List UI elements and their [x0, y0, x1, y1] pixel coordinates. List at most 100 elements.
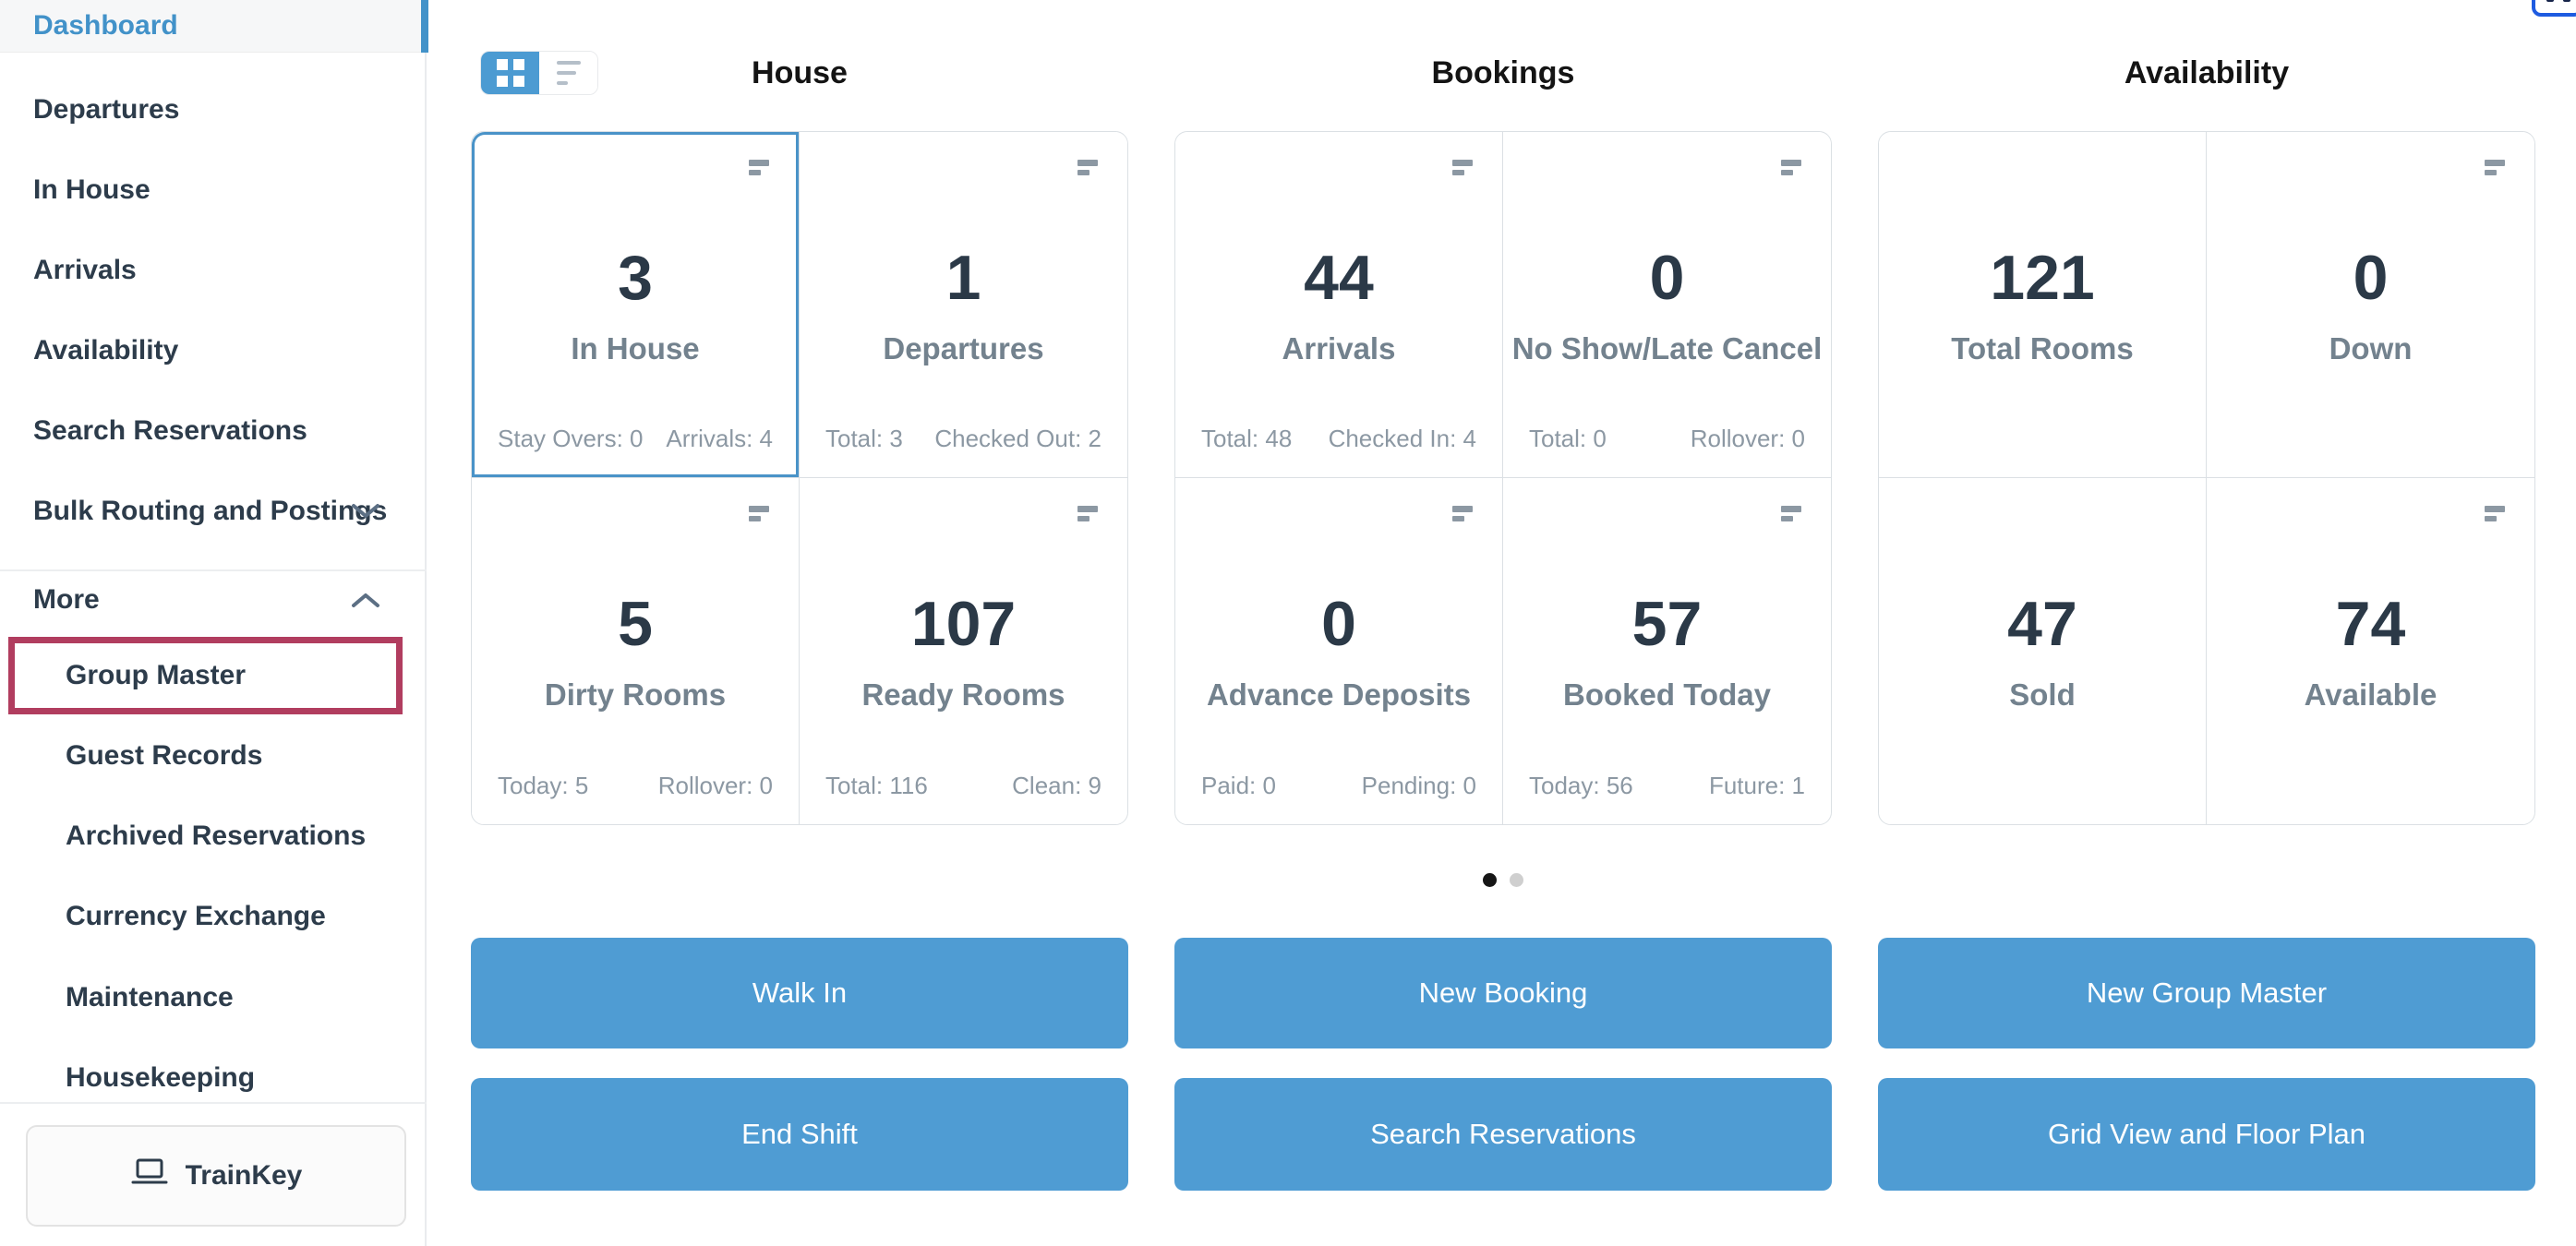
card-menu-icon[interactable]	[1077, 506, 1098, 521]
card-value: 47	[2007, 589, 2077, 659]
card-label: Available	[2304, 677, 2438, 712]
view-toggle	[480, 51, 598, 95]
sidebar-item-label: Guest Records	[66, 739, 263, 771]
walk-in-button[interactable]: Walk In	[471, 938, 1128, 1048]
sidebar-item-in-house[interactable]: In House	[0, 150, 427, 230]
card-menu-icon[interactable]	[1781, 506, 1801, 521]
chevron-up-icon	[351, 592, 380, 608]
sidebar-item-guest-records[interactable]: Guest Records	[0, 715, 427, 796]
card-menu-icon[interactable]	[1077, 160, 1098, 175]
section-title-house: House	[752, 55, 848, 90]
sidebar-item-label: Search Reservations	[33, 414, 307, 446]
chevron-down-icon	[351, 503, 380, 520]
sidebar-item-housekeeping[interactable]: Housekeeping	[0, 1037, 427, 1118]
sidebar: Dashboard Departures In House Arrivals A…	[0, 0, 428, 1246]
card-down[interactable]: 0 Down	[2207, 132, 2534, 478]
end-shift-button[interactable]: End Shift	[471, 1078, 1128, 1191]
card-menu-icon[interactable]	[1452, 160, 1473, 175]
grid-view-button[interactable]	[481, 52, 539, 94]
card-ready-rooms[interactable]: 107 Ready Rooms Total: 116 Clean: 9	[800, 478, 1127, 824]
card-dirty-rooms[interactable]: 5 Dirty Rooms Today: 5 Rollover: 0	[472, 478, 800, 824]
card-menu-icon[interactable]	[1781, 160, 1801, 175]
card-footer-right: Clean: 9	[1012, 772, 1101, 799]
card-footer-right: Future: 1	[1708, 772, 1805, 799]
card-value: 57	[1631, 589, 1703, 659]
sidebar-item-dashboard[interactable]: Dashboard	[0, 0, 428, 53]
sidebar-item-availability[interactable]: Availability	[0, 310, 427, 390]
sidebar-item-label: More	[33, 584, 100, 615]
sidebar-item-search-reservations[interactable]: Search Reservations	[0, 390, 427, 471]
card-value: 0	[2353, 243, 2389, 313]
sidebar-item-more[interactable]: More	[0, 569, 427, 630]
card-value: 1	[945, 243, 981, 313]
card-no-show-late-cancel[interactable]: 0 No Show/Late Cancel Total: 0 Rollover:…	[1503, 132, 1831, 478]
sidebar-item-bulk-routing-and-postings[interactable]: Bulk Routing and Postings	[0, 471, 427, 551]
card-booked-today[interactable]: 57 Booked Today Today: 56 Future: 1	[1503, 478, 1831, 824]
availability-card-grid: 121 Total Rooms 0 Down 47 Sold 74 Availa…	[1878, 131, 2535, 825]
sidebar-item-label: Arrivals	[33, 254, 137, 285]
card-footer-right: Checked In: 4	[1328, 425, 1476, 452]
card-footer-left: Total: 0	[1529, 425, 1607, 452]
sidebar-divider	[0, 1102, 427, 1104]
card-sold[interactable]: 47 Sold	[1879, 478, 2207, 824]
card-total-rooms[interactable]: 121 Total Rooms	[1879, 132, 2207, 478]
sidebar-item-label: Availability	[33, 334, 179, 365]
search-reservations-button[interactable]: Search Reservations	[1174, 1078, 1832, 1191]
pagination-dot-inactive[interactable]	[1510, 873, 1523, 887]
card-advance-deposits[interactable]: 0 Advance Deposits Paid: 0 Pending: 0	[1175, 478, 1503, 824]
card-label: In House	[571, 331, 700, 365]
card-in-house[interactable]: 3 In House Stay Overs: 0 Arrivals: 4	[472, 132, 800, 478]
list-view-icon	[556, 61, 581, 85]
card-label: Down	[2329, 331, 2413, 365]
sidebar-item-group-master[interactable]: Group Master	[8, 637, 403, 714]
sidebar-item-archived-reservations[interactable]: Archived Reservations	[0, 796, 427, 876]
sidebar-item-label: In House	[33, 174, 150, 205]
sidebar-item-arrivals[interactable]: Arrivals	[0, 230, 427, 310]
card-footer-right: Arrivals: 4	[666, 425, 773, 452]
laptop-icon	[130, 1157, 169, 1194]
trainkey-label: TrainKey	[185, 1160, 303, 1191]
card-footer-right: Pending: 0	[1361, 772, 1476, 799]
sidebar-item-maintenance[interactable]: Maintenance	[0, 957, 427, 1037]
grid-view-and-floor-plan-button[interactable]: Grid View and Floor Plan	[1878, 1078, 2535, 1191]
card-label: Arrivals	[1282, 331, 1396, 365]
sidebar-item-currency-exchange[interactable]: Currency Exchange	[0, 876, 427, 956]
card-available[interactable]: 74 Available	[2207, 478, 2534, 824]
active-indicator	[421, 0, 428, 53]
card-label: Sold	[2009, 677, 2076, 712]
card-arrivals[interactable]: 44 Arrivals Total: 48 Checked In: 4	[1175, 132, 1503, 478]
card-departures[interactable]: 1 Departures Total: 3 Checked Out: 2	[800, 132, 1127, 478]
list-view-button[interactable]	[539, 52, 597, 94]
card-label: Ready Rooms	[861, 677, 1065, 712]
sidebar-item-label: Dashboard	[33, 10, 178, 41]
card-footer-left: Total: 116	[825, 772, 928, 799]
sidebar-item-departures[interactable]: Departures	[0, 69, 427, 150]
card-value: 74	[2335, 589, 2406, 659]
pagination-dot-active[interactable]	[1483, 873, 1497, 887]
new-group-master-button[interactable]: New Group Master	[1878, 938, 2535, 1048]
sidebar-item-label: Housekeeping	[66, 1061, 256, 1093]
new-booking-button[interactable]: New Booking	[1174, 938, 1832, 1048]
card-footer-right: Checked Out: 2	[934, 425, 1101, 452]
card-value: 44	[1304, 243, 1374, 313]
trainkey-button[interactable]: TrainKey	[26, 1125, 406, 1227]
card-menu-icon[interactable]	[2485, 506, 2505, 521]
corner-widget[interactable]	[2532, 0, 2576, 17]
card-footer-left: Total: 48	[1201, 425, 1293, 452]
sidebar-item-label: Maintenance	[66, 981, 234, 1012]
card-footer-left: Total: 3	[825, 425, 903, 452]
bookings-pagination	[1174, 873, 1832, 887]
section-title-bookings: Bookings	[1431, 55, 1575, 90]
card-menu-icon[interactable]	[2485, 160, 2505, 175]
bookings-card-grid: 44 Arrivals Total: 48 Checked In: 4 0 No…	[1174, 131, 1832, 825]
card-label: Total Rooms	[1951, 331, 2134, 365]
sidebar-item-label: Group Master	[66, 660, 247, 690]
card-value: 0	[1321, 589, 1356, 659]
card-value: 121	[1990, 243, 2095, 313]
card-label: Departures	[883, 331, 1044, 365]
card-menu-icon[interactable]	[1452, 506, 1473, 521]
card-menu-icon[interactable]	[749, 506, 769, 521]
card-label: Booked Today	[1563, 677, 1771, 712]
card-footer-right: Rollover: 0	[1690, 425, 1805, 452]
card-menu-icon[interactable]	[749, 160, 769, 175]
